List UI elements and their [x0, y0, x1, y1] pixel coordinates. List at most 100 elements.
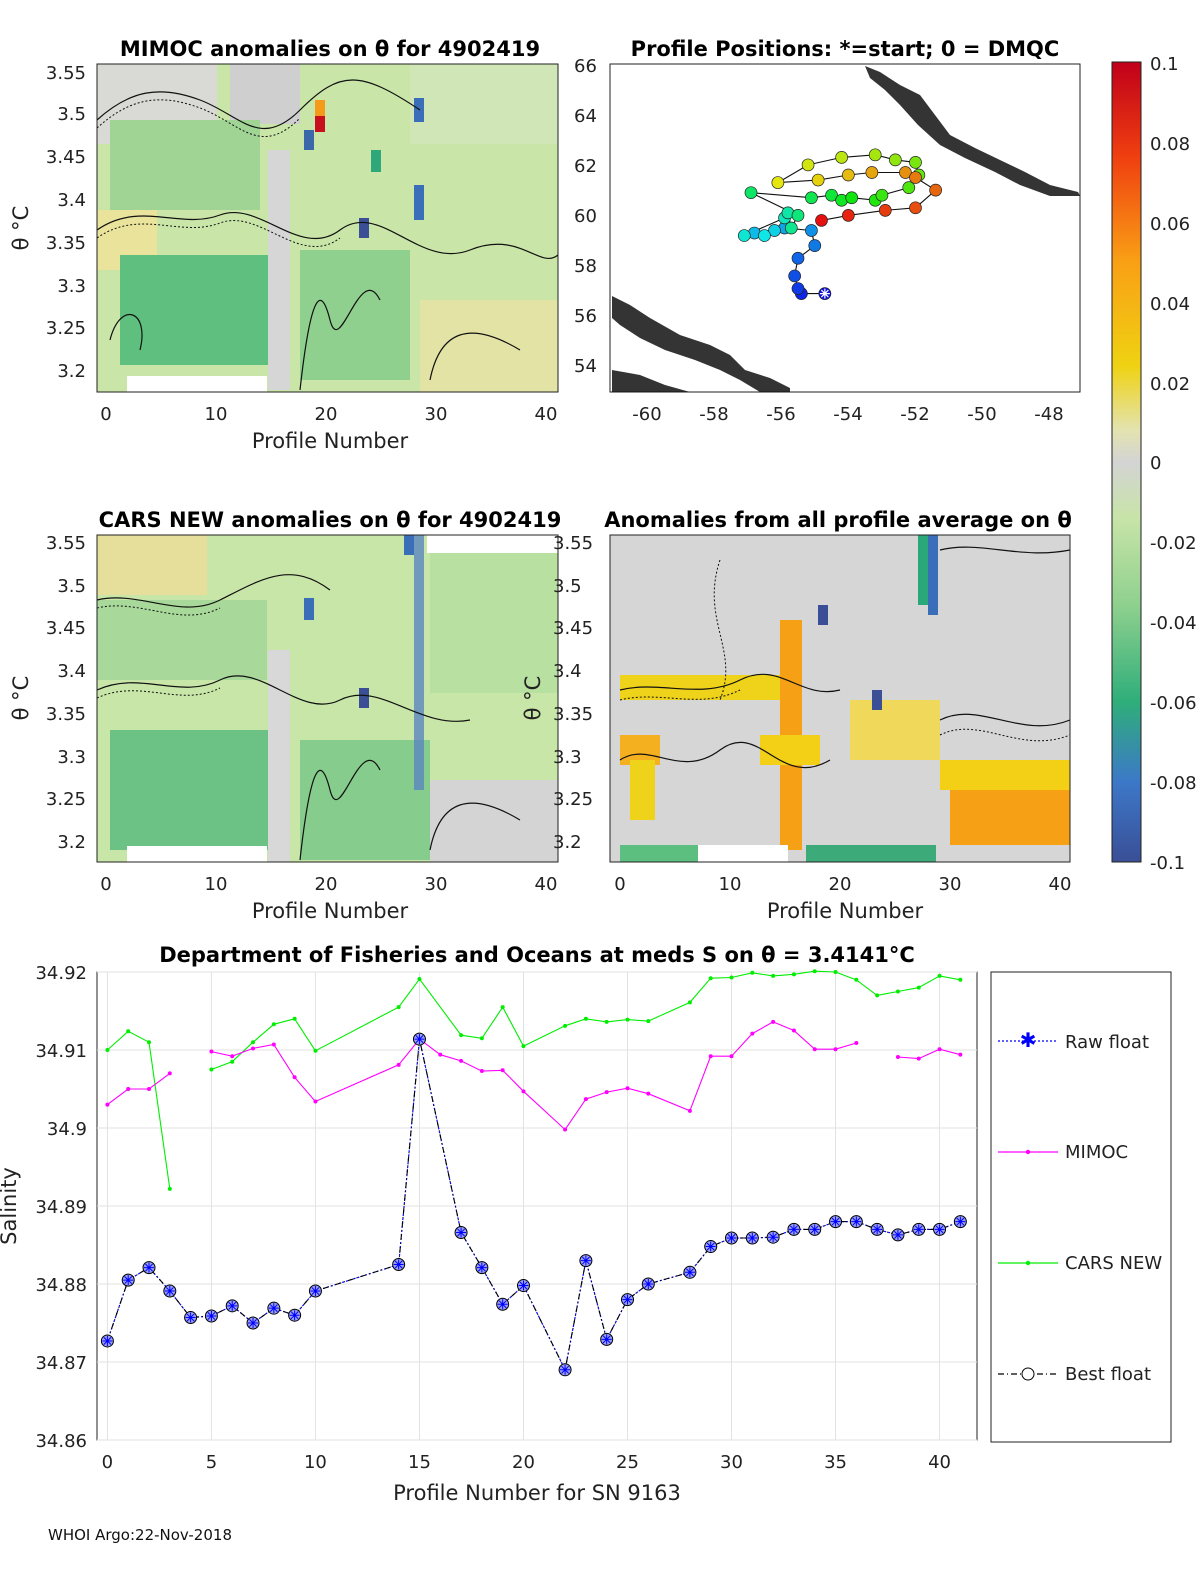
y-tick: 3.25	[46, 789, 86, 810]
series-cars-point	[854, 977, 859, 982]
x-tick: 20	[512, 1452, 535, 1473]
series-mimoc-point	[604, 1090, 609, 1095]
profile-position-marker	[909, 156, 922, 169]
raw-float-point	[227, 1300, 238, 1311]
raw-float-point	[768, 1232, 779, 1243]
x-tick: -58	[699, 404, 728, 425]
raw-float-point	[892, 1229, 903, 1240]
mimoc-heatmap	[96, 63, 559, 393]
x-tick: 20	[829, 874, 852, 895]
y-tick: 3.35	[553, 704, 593, 725]
salinity-series	[100, 969, 967, 1377]
y-tick: 66	[574, 56, 597, 77]
profile-position-marker	[811, 173, 825, 187]
profile-position-marker	[791, 209, 805, 222]
profile-position-marker	[791, 251, 805, 265]
series-mimoc-point	[105, 1102, 110, 1107]
salinity-title: Department of Fisheries and Oceans at me…	[159, 943, 915, 967]
x-tick: 0	[100, 404, 111, 425]
raw-float-point	[185, 1312, 196, 1323]
series-mimoc-point	[791, 1028, 796, 1033]
series-cars-point	[209, 1067, 214, 1072]
y-tick: 34.86	[35, 1431, 87, 1452]
legend-label: MIMOC	[1065, 1142, 1128, 1163]
x-tick: 40	[928, 1452, 951, 1473]
series-cars-point	[625, 1017, 630, 1022]
x-tick: 25	[616, 1452, 639, 1473]
colorbar-tick: 0.02	[1150, 374, 1190, 395]
profile-position-marker	[791, 282, 805, 295]
profile-position-marker	[825, 188, 838, 202]
mimoc-title: MIMOC anomalies on θ for 4902419	[120, 37, 540, 61]
series-mimoc-point	[479, 1069, 484, 1074]
series-mimoc-point	[646, 1091, 651, 1096]
salinity-ylabel: Salinity	[0, 1167, 21, 1245]
profile-position-marker	[909, 201, 922, 215]
y-tick: 3.5	[553, 576, 582, 597]
legend-item-cars: CARS NEW	[998, 1253, 1162, 1274]
raw-float-point	[164, 1286, 175, 1297]
cars-xlabel: Profile Number	[252, 899, 409, 923]
series-cars-point	[500, 1005, 505, 1010]
raw-float-point	[497, 1299, 508, 1310]
y-tick: 3.45	[46, 147, 86, 168]
series-mimoc-point	[147, 1087, 152, 1091]
dot-icon	[1025, 1260, 1031, 1266]
x-tick: 10	[205, 404, 228, 425]
series-mimoc-point	[313, 1099, 318, 1104]
series-cars-point	[771, 973, 776, 978]
x-tick: 40	[535, 874, 558, 895]
y-tick: 62	[574, 156, 597, 177]
series-mimoc-point	[583, 1097, 588, 1102]
series-cars-point	[875, 993, 880, 998]
y-tick: 3.25	[553, 789, 593, 810]
y-tick: 3.2	[57, 832, 86, 853]
series-mimoc-point	[895, 1055, 900, 1060]
raw-float-point	[144, 1262, 155, 1273]
y-tick: 3.3	[57, 276, 86, 297]
raw-float-point	[788, 1224, 799, 1235]
raw-float-point	[102, 1335, 113, 1346]
series-mimoc-point	[167, 1071, 172, 1076]
series-mimoc-point	[521, 1089, 526, 1094]
series-mimoc-point	[625, 1086, 630, 1091]
x-tick: -50	[967, 404, 996, 425]
y-tick: 3.55	[46, 63, 86, 84]
profile-position-marker	[805, 191, 818, 205]
raw-float-point	[414, 1034, 425, 1045]
raw-float-point	[830, 1216, 841, 1227]
raw-float-point	[393, 1259, 404, 1270]
y-tick: 3.35	[46, 233, 86, 254]
series-cars-point	[479, 1036, 484, 1041]
series-cars-point	[147, 1040, 152, 1045]
raw-float-point	[705, 1241, 716, 1252]
profile-position-marker	[865, 166, 879, 179]
profile-position-marker	[899, 166, 912, 179]
raw-float-point	[206, 1310, 217, 1321]
colorbar-tick: 0.08	[1150, 134, 1190, 155]
x-tick: 40	[535, 404, 558, 425]
raw-float-point	[747, 1232, 758, 1243]
profile-position-marker	[744, 186, 758, 200]
series-cars-point	[521, 1044, 526, 1049]
x-tick: 10	[304, 1452, 327, 1473]
colorbar-tick: -0.1	[1150, 853, 1185, 874]
series-cars-point	[459, 1033, 464, 1038]
allavg-panel: Anomalies from all profile average on θ …	[521, 508, 1072, 923]
x-tick: 30	[425, 874, 448, 895]
x-tick: 40	[1049, 874, 1072, 895]
footer-note: WHOI Argo:22-Nov-2018	[48, 1526, 232, 1544]
y-tick: 3.45	[553, 618, 593, 639]
x-tick: 0	[614, 874, 625, 895]
series-cars-point	[417, 977, 422, 982]
raw-float-point	[913, 1224, 924, 1235]
series-cars-point	[604, 1019, 609, 1024]
y-tick: 3.55	[553, 533, 593, 554]
series-mimoc-point	[771, 1019, 776, 1024]
series-mimoc-point	[833, 1047, 838, 1052]
series-mimoc-point	[708, 1054, 713, 1059]
legend-label: Best float	[1065, 1364, 1151, 1385]
profile-position-marker	[842, 168, 855, 182]
series-best-line	[106, 1038, 961, 1372]
colorbar-tick: 0	[1150, 453, 1161, 474]
